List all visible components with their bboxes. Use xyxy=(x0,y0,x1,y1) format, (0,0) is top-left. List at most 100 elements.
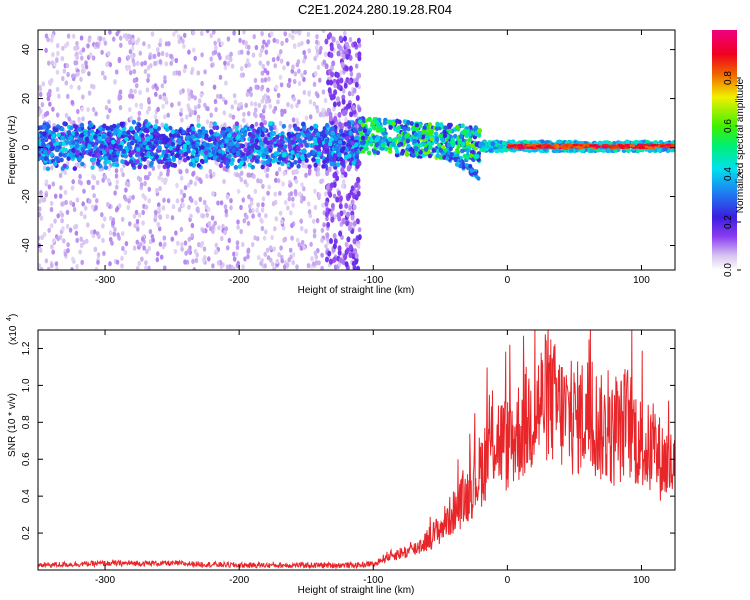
snr-x-tick-label: 0 xyxy=(505,575,511,586)
spectrogram-cell xyxy=(108,230,113,236)
spectrogram-cell xyxy=(111,162,117,167)
spectrogram-cell xyxy=(247,62,251,68)
spectrogram-cell xyxy=(348,54,353,61)
spectrogram-cell xyxy=(344,147,349,153)
colorbar: 0.00.20.40.60.8 Normalized spectral ampl… xyxy=(712,30,746,277)
spectrogram-cell xyxy=(62,163,67,169)
spectrogram-cell xyxy=(48,101,52,107)
spectrogram-cell xyxy=(259,178,263,184)
spectrogram-cell xyxy=(178,169,183,175)
snr-frame xyxy=(37,329,676,571)
spectrogram-cell xyxy=(647,149,653,153)
spectrogram-cell xyxy=(525,144,532,147)
spectrogram-cell xyxy=(45,166,51,172)
spectrogram-cell xyxy=(225,264,230,270)
spectrogram-cell xyxy=(339,69,343,76)
spectrogram-cell xyxy=(281,123,287,129)
spectrogram-cell xyxy=(124,136,129,142)
spectrogram-cell xyxy=(170,236,175,242)
spectrogram-cell xyxy=(125,66,130,72)
spectrogram-cell xyxy=(236,188,241,194)
spectrogram-cell xyxy=(285,262,290,268)
spectrogram-cell xyxy=(304,172,308,178)
spectrogram-cell xyxy=(282,65,286,71)
spectrogram-cell xyxy=(113,226,117,233)
spectrogram-cell xyxy=(38,145,42,151)
spectrogram-cell xyxy=(329,182,334,189)
spectrogram-cell xyxy=(213,220,217,226)
spectrogram-cell xyxy=(116,139,121,145)
spectrogram-cell xyxy=(177,33,181,40)
spectrogram-cell xyxy=(125,161,130,167)
spectrogram-cell xyxy=(283,31,288,37)
spectrogram-cell xyxy=(629,144,636,148)
spectrogram-cell xyxy=(54,147,59,153)
spectrogram-cell xyxy=(38,263,42,269)
spectrogram-cell xyxy=(300,239,305,246)
spectrogram-cell xyxy=(78,173,82,180)
spectrogram-cell xyxy=(238,37,242,44)
spectrogram-cell xyxy=(275,258,280,264)
spectrogram-cell xyxy=(240,143,245,149)
spectrogram-cell xyxy=(264,49,269,55)
spectrogram-cell xyxy=(231,148,236,154)
spectrogram-cell xyxy=(132,77,137,84)
spectrogram-cell xyxy=(126,130,131,135)
spectrogram-cell xyxy=(163,114,167,120)
spectrogram-cell xyxy=(291,117,296,123)
spectrogram-cell xyxy=(312,261,316,267)
spectrogram-cell xyxy=(368,137,374,142)
spectrogram-cell xyxy=(246,247,251,253)
spectrogram-cell xyxy=(312,81,317,87)
spectrogram-cell xyxy=(166,112,170,118)
spectrogram-cell xyxy=(288,154,294,160)
spectrogram-cell xyxy=(331,36,336,43)
spectrogram-y-tick-label: 20 xyxy=(21,93,32,105)
spectrogram-cell xyxy=(107,99,111,105)
spectrogram-cell xyxy=(137,110,142,116)
spectrogram-cell xyxy=(247,111,251,117)
spectrogram-cell xyxy=(193,248,198,254)
spectrogram-cell xyxy=(63,251,68,257)
spectrogram-cell xyxy=(286,205,290,211)
spectrogram-cell xyxy=(318,77,322,83)
spectrogram-cell xyxy=(277,166,282,172)
spectrogram-cell xyxy=(60,212,64,218)
spectrogram-cell xyxy=(46,266,51,270)
spectrogram-cell xyxy=(177,128,183,134)
spectrogram-cell xyxy=(161,205,166,211)
spectrogram-cell xyxy=(295,237,300,243)
spectrogram-cell xyxy=(357,227,362,233)
spectrogram-cell xyxy=(344,241,349,247)
spectrogram-cell xyxy=(193,105,198,111)
spectrogram-cell xyxy=(276,178,281,184)
spectrogram-cell xyxy=(155,187,159,194)
spectrogram-cell xyxy=(148,229,153,235)
spectrogram-cell xyxy=(79,35,84,41)
spectrogram-cell xyxy=(221,130,226,136)
spectrogram-cell xyxy=(117,203,122,209)
spectrogram-cell xyxy=(345,211,350,218)
spectrogram-cell xyxy=(145,109,150,115)
spectrogram-cell xyxy=(317,151,322,157)
spectrogram-cell xyxy=(382,120,387,126)
spectrogram-cell xyxy=(245,214,249,220)
spectrogram-cell xyxy=(232,93,237,99)
spectrogram-cell xyxy=(197,103,201,109)
spectrogram-cell xyxy=(142,140,148,146)
spectrogram-cell xyxy=(218,93,223,100)
spectrogram-cell xyxy=(63,169,67,176)
spectrogram-cell xyxy=(124,241,129,247)
spectrogram-cell xyxy=(307,201,311,207)
spectrogram-cell xyxy=(280,139,285,145)
spectrogram-cell xyxy=(85,238,89,244)
colorbar-tick-label: 0.6 xyxy=(723,119,734,133)
spectrogram-cell xyxy=(340,173,345,179)
spectrogram-x-tick-label: -100 xyxy=(363,275,383,286)
spectrogram-cell xyxy=(336,43,341,50)
spectrogram-cell xyxy=(215,93,220,99)
spectrogram-cell xyxy=(340,61,345,68)
spectrogram-cell xyxy=(100,70,105,76)
spectrogram-cell xyxy=(237,102,241,108)
